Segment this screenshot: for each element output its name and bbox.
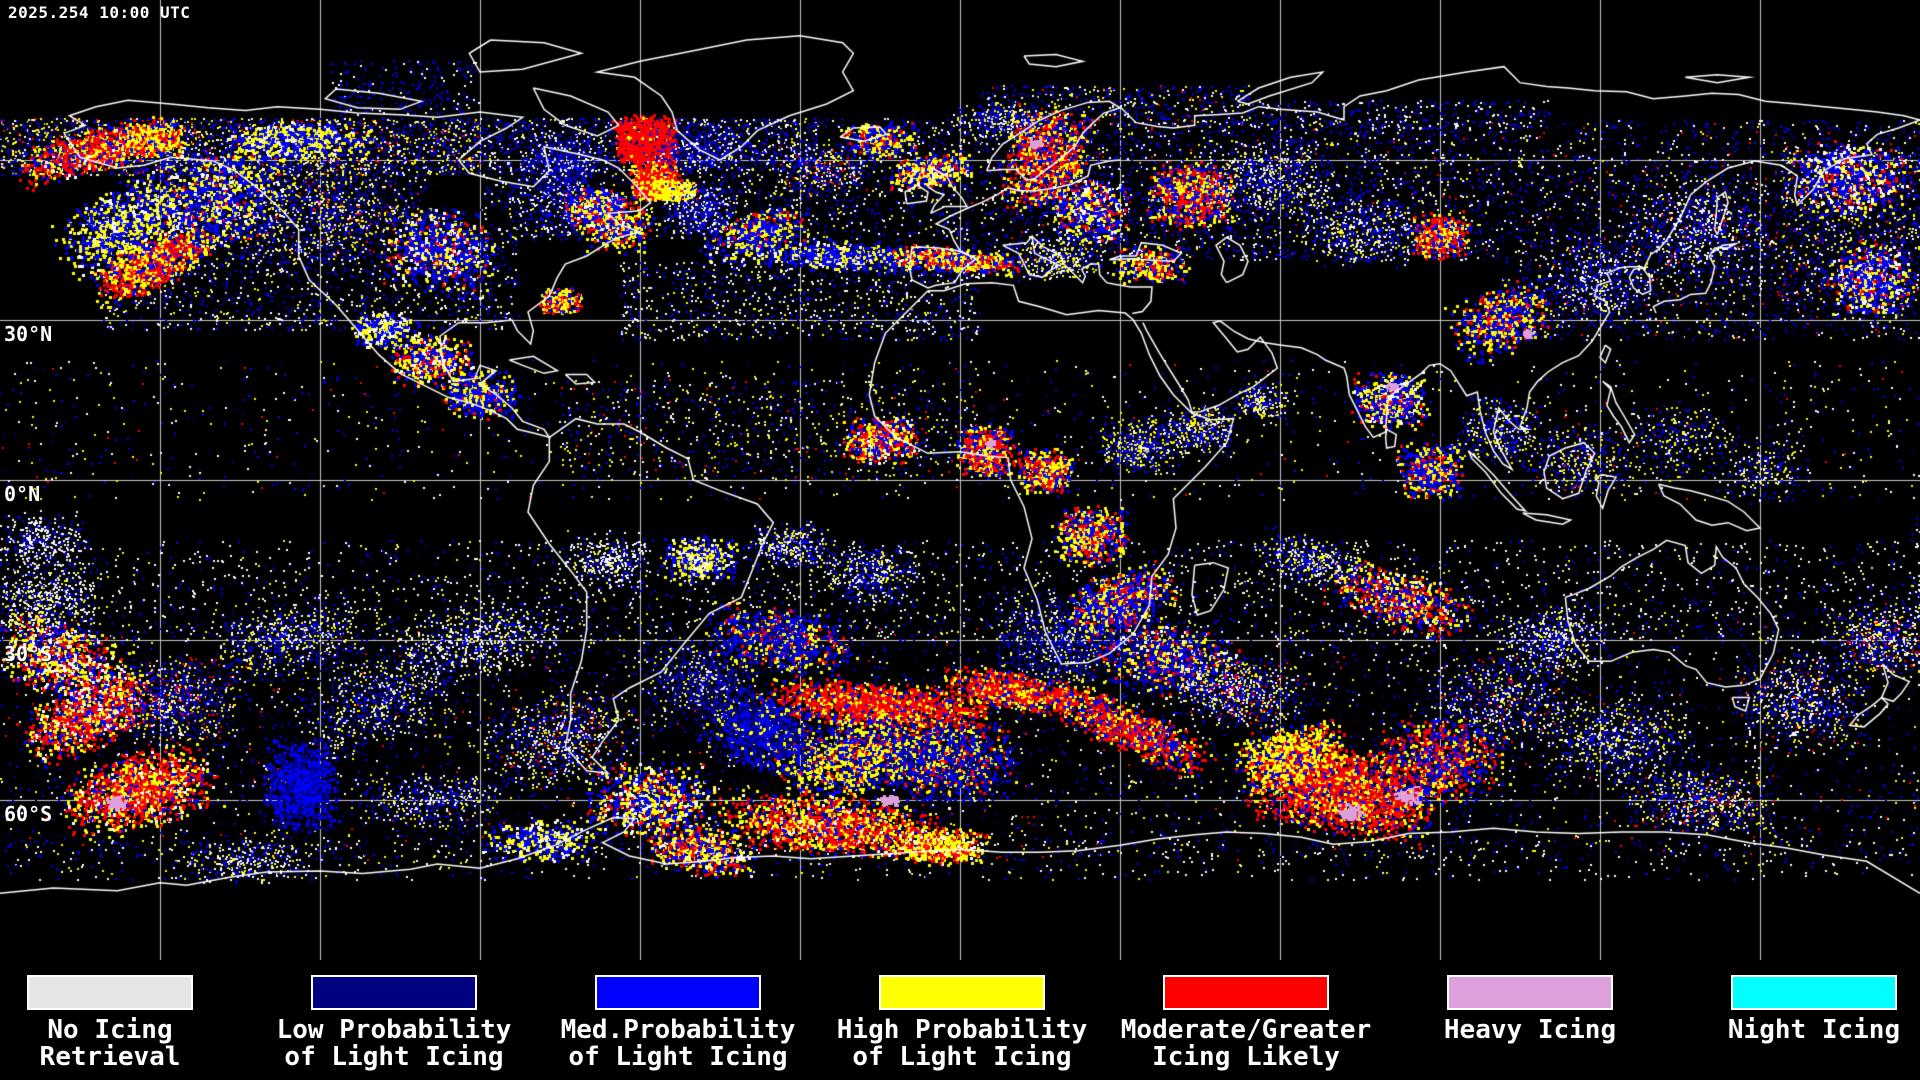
legend-swatch [879, 975, 1045, 1010]
legend-label-line: High Probability [836, 1015, 1088, 1045]
legend-label-line: of Light Icing [284, 1042, 504, 1072]
legend-label-line: Night Icing [1727, 1015, 1901, 1045]
timestamp: 2025.254 10:00 UTC [8, 3, 191, 22]
legend-label-line: Icing Likely [1152, 1042, 1340, 1072]
legend-label-line: Heavy Icing [1443, 1015, 1617, 1045]
legend-swatch [311, 975, 477, 1010]
legend-label-line: of Light Icing [852, 1042, 1072, 1072]
legend-item: Heavy Icing [1388, 975, 1672, 1044]
legend-label: Med.Probability of Light Icing [536, 1017, 820, 1071]
legend-label-line: No Icing [47, 1015, 173, 1045]
latitude-label: 60°S [4, 802, 53, 826]
legend-swatch [27, 975, 193, 1010]
legend-item: No Icing Retrieval [0, 975, 252, 1071]
legend-label: Night Icing [1672, 1017, 1920, 1044]
latitude-label: 30°S [4, 642, 53, 666]
legend-label: Low Probability of Light Icing [252, 1017, 536, 1071]
legend: No Icing Retrieval Low Probability of Light… [0, 960, 1920, 1080]
legend-swatch [1447, 975, 1613, 1010]
legend-swatch [1731, 975, 1897, 1010]
legend-item: Low Probability of Light Icing [252, 975, 536, 1071]
legend-item: Night Icing [1672, 975, 1920, 1044]
legend-label-line: Med.Probability [560, 1015, 796, 1045]
legend-label: Heavy Icing [1388, 1017, 1672, 1044]
legend-item: Med.Probability of Light Icing [536, 975, 820, 1071]
legend-swatch [595, 975, 761, 1010]
latitude-label: 0°N [4, 482, 41, 506]
legend-label: High Probability of Light Icing [820, 1017, 1104, 1071]
legend-label: No Icing Retrieval [0, 1017, 252, 1071]
legend-item: High Probability of Light Icing [820, 975, 1104, 1071]
legend-swatch [1163, 975, 1329, 1010]
legend-label-line: Low Probability [276, 1015, 512, 1045]
latitude-label: 30°N [4, 322, 53, 346]
world-map-canvas [0, 0, 1920, 960]
legend-label: Moderate/Greater Icing Likely [1104, 1017, 1388, 1071]
legend-label-line: of Light Icing [568, 1042, 788, 1072]
legend-label-line: Retrieval [39, 1042, 181, 1072]
legend-item: Moderate/Greater Icing Likely [1104, 975, 1388, 1071]
legend-label-line: Moderate/Greater [1120, 1015, 1372, 1045]
